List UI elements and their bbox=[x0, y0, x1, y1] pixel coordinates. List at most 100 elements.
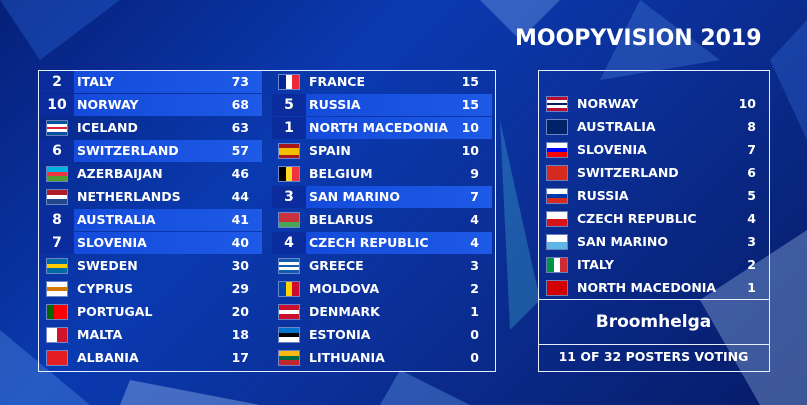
points-given: 2 bbox=[747, 257, 756, 272]
flag-icon bbox=[278, 327, 300, 343]
flag-icon bbox=[546, 257, 568, 273]
country-name: FRANCE bbox=[309, 74, 366, 89]
points-given: 8 bbox=[747, 119, 756, 134]
flag-icon bbox=[46, 166, 68, 182]
total-score: 63 bbox=[231, 120, 249, 135]
flag-icon bbox=[546, 280, 568, 296]
points-given: 6 bbox=[747, 165, 756, 180]
total-score: 20 bbox=[231, 304, 249, 319]
country-name: PORTUGAL bbox=[77, 304, 153, 319]
country-name: RUSSIA bbox=[309, 97, 361, 112]
flag-icon bbox=[46, 258, 68, 274]
points-given: 1 bbox=[747, 280, 756, 295]
country-name: SAN MARINO bbox=[577, 234, 668, 249]
voting-panel bbox=[538, 70, 770, 372]
country-name: NORTH MACEDONIA bbox=[577, 280, 717, 295]
highlight-row bbox=[40, 232, 262, 254]
points-badge: 2 bbox=[40, 71, 74, 93]
country-name: ITALY bbox=[577, 257, 614, 272]
flag-icon bbox=[546, 165, 568, 181]
country-name: SAN MARINO bbox=[309, 189, 400, 204]
country-name: LITHUANIA bbox=[309, 350, 385, 365]
flag-icon bbox=[546, 96, 568, 112]
total-score: 44 bbox=[231, 189, 249, 204]
points-badge: 8 bbox=[40, 209, 74, 231]
country-name: MALTA bbox=[77, 327, 123, 342]
country-name: DENMARK bbox=[309, 304, 380, 319]
points-badge: 5 bbox=[272, 94, 306, 116]
flag-icon bbox=[546, 188, 568, 204]
flag-icon bbox=[278, 258, 300, 274]
divider bbox=[538, 299, 769, 300]
flag-icon bbox=[46, 327, 68, 343]
total-score: 46 bbox=[231, 166, 249, 181]
country-name: SWITZERLAND bbox=[77, 143, 179, 158]
total-score: 29 bbox=[231, 281, 249, 296]
total-score: 15 bbox=[461, 97, 479, 112]
country-name: SLOVENIA bbox=[577, 142, 647, 157]
points-badge: 3 bbox=[272, 186, 306, 208]
total-score: 7 bbox=[470, 189, 479, 204]
highlight-row bbox=[40, 140, 262, 162]
total-score: 0 bbox=[470, 327, 479, 342]
scoreboard-panel bbox=[38, 70, 496, 372]
country-name: GREECE bbox=[309, 258, 364, 273]
country-name: SLOVENIA bbox=[77, 235, 147, 250]
flag-icon bbox=[546, 142, 568, 158]
points-given: 5 bbox=[747, 188, 756, 203]
points-given: 3 bbox=[747, 234, 756, 249]
total-score: 4 bbox=[470, 235, 479, 250]
points-badge: 7 bbox=[40, 232, 74, 254]
flag-icon bbox=[278, 281, 300, 297]
country-name: ESTONIA bbox=[309, 327, 371, 342]
country-name: AUSTRALIA bbox=[577, 119, 656, 134]
flag-icon bbox=[46, 304, 68, 320]
country-name: SPAIN bbox=[309, 143, 351, 158]
total-score: 17 bbox=[231, 350, 249, 365]
total-score: 57 bbox=[231, 143, 249, 158]
country-name: NORWAY bbox=[77, 97, 139, 112]
points-badge: 10 bbox=[40, 94, 74, 116]
points-badge: 6 bbox=[40, 140, 74, 162]
flag-icon bbox=[278, 166, 300, 182]
total-score: 18 bbox=[231, 327, 249, 342]
highlight-row bbox=[272, 117, 492, 139]
points-badge: 1 bbox=[272, 117, 306, 139]
country-name: NORWAY bbox=[577, 96, 639, 111]
flag-icon bbox=[46, 350, 68, 366]
divider bbox=[538, 344, 769, 345]
points-given: 10 bbox=[738, 96, 756, 111]
total-score: 15 bbox=[461, 74, 479, 89]
total-score: 30 bbox=[231, 258, 249, 273]
flag-icon bbox=[46, 120, 68, 136]
country-name: CYPRUS bbox=[77, 281, 134, 296]
highlight-row bbox=[40, 71, 262, 93]
flag-icon bbox=[278, 304, 300, 320]
total-score: 9 bbox=[470, 166, 479, 181]
total-score: 3 bbox=[470, 258, 479, 273]
voter-name: Broomhelga bbox=[595, 312, 712, 332]
flag-icon bbox=[46, 189, 68, 205]
country-name: SWEDEN bbox=[77, 258, 138, 273]
flag-icon bbox=[278, 212, 300, 228]
total-score: 1 bbox=[470, 304, 479, 319]
country-name: AZERBAIJAN bbox=[77, 166, 163, 181]
total-score: 68 bbox=[231, 97, 249, 112]
highlight-row bbox=[272, 186, 492, 208]
total-score: 41 bbox=[231, 212, 249, 227]
flag-icon bbox=[278, 143, 300, 159]
country-name: ITALY bbox=[77, 74, 114, 89]
country-name: NETHERLANDS bbox=[77, 189, 181, 204]
total-score: 4 bbox=[470, 212, 479, 227]
total-score: 0 bbox=[470, 350, 479, 365]
total-score: 10 bbox=[461, 120, 479, 135]
points-given: 4 bbox=[747, 211, 756, 226]
country-name: CZECH REPUBLIC bbox=[577, 211, 697, 226]
total-score: 10 bbox=[461, 143, 479, 158]
country-name: BELARUS bbox=[309, 212, 374, 227]
total-score: 73 bbox=[231, 74, 249, 89]
country-name: NORTH MACEDONIA bbox=[309, 120, 449, 135]
title: MOOPYVISION 2019 bbox=[515, 26, 762, 51]
